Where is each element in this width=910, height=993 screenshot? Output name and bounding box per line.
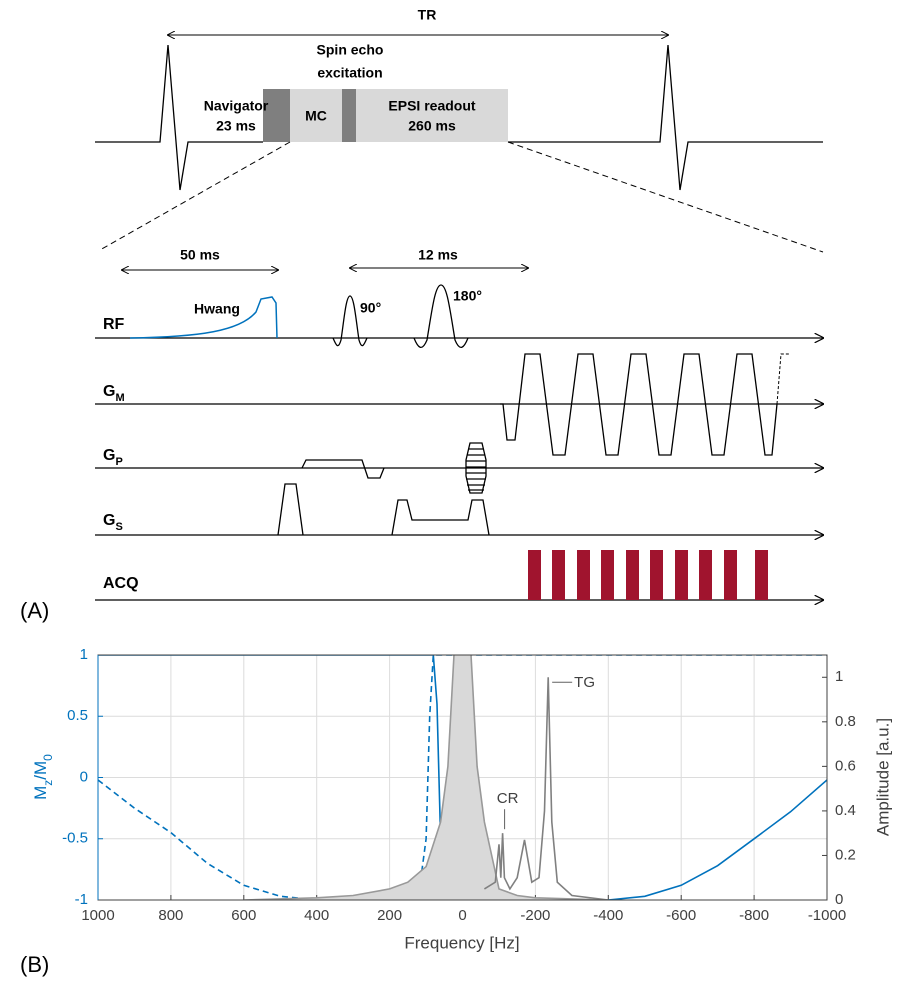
panel-a: TR Navigator 23 ms MC Spin echo excitati… [20,7,823,977]
acq-label: ACQ [103,575,139,592]
x-tick-label: -400 [593,907,623,924]
mc-block [290,89,342,142]
mc-label: MC [305,108,327,124]
x-tick-label: -800 [739,907,769,924]
line [483,677,609,900]
panel-label: (A) [20,598,49,623]
y-tick-label: 1 [80,646,88,663]
x-tick-label: -200 [520,907,550,924]
y-tick-label: 0 [80,768,88,785]
navigator-time: 23 ms [216,118,256,134]
phase-blip [465,442,487,494]
line [98,655,827,900]
panel-label: (B) [20,952,49,977]
annotation: CR [497,790,519,807]
pulse-180-label: 180° [453,288,482,304]
x-axis-label: Frequency [Hz] [404,933,519,952]
x-tick-label: 600 [231,907,256,924]
x-tick-label: -600 [666,907,696,924]
gm-label: GM [103,383,125,404]
y2-tick-label: 0.4 [835,802,856,819]
series-group [98,655,827,900]
hwang-label: Hwang [194,301,240,317]
tr-label: TR [418,7,437,23]
x-tick-label: 400 [304,907,329,924]
gs-label: GS [103,512,123,533]
hwang-pulse [129,296,278,339]
y-tick-label: -1 [75,891,88,908]
epsi-time: 260 ms [408,118,456,134]
x-tick-label: -1000 [808,907,846,924]
y2-tick-label: 0.2 [835,846,856,863]
rf-label: RF [103,316,125,333]
y-tick-label: -0.5 [62,830,88,847]
annotation: TG [574,674,595,691]
line [243,655,609,900]
gm-waveform [776,353,790,405]
gp-label: GP [103,447,123,468]
duration-label: 12 ms [418,247,458,263]
x-tick-label: 1000 [81,907,114,924]
gs-waveform [277,483,490,536]
gm-waveform [500,353,778,456]
y-axis-label: Mz/M0 [31,754,55,800]
spin-echo-label: excitation [317,65,382,81]
pulse-90 [332,295,368,347]
epsi-label: EPSI readout [388,98,475,114]
gp-waveform [301,459,385,479]
excitation-block [342,89,356,142]
pulse-90-label: 90° [360,300,381,316]
x-tick-label: 800 [158,907,183,924]
y-tick-label: 0.5 [67,707,88,724]
y2-tick-label: 1 [835,668,843,685]
duration-label: 50 ms [180,247,220,263]
acq-windows [528,550,768,600]
y2-tick-label: 0.6 [835,757,856,774]
spin-echo-label: Spin echo [317,42,384,58]
navigator-block [263,89,290,142]
x-tick-label: 0 [458,907,466,924]
y2-tick-label: 0 [835,891,843,908]
epsi-block [356,89,508,142]
y2-axis-label: Amplitude [a.u.] [873,718,892,836]
plot: 1000 800 600 400 200 0 -200 -400 -600 -800 -1000 -1… [62,646,856,924]
x-tick-label: 200 [377,907,402,924]
zoom-lines [99,141,824,253]
pulse-180 [413,284,469,348]
navigator-label: Navigator [204,98,269,114]
top-timeline [95,44,823,191]
y2-tick-label: 0.8 [835,713,856,730]
